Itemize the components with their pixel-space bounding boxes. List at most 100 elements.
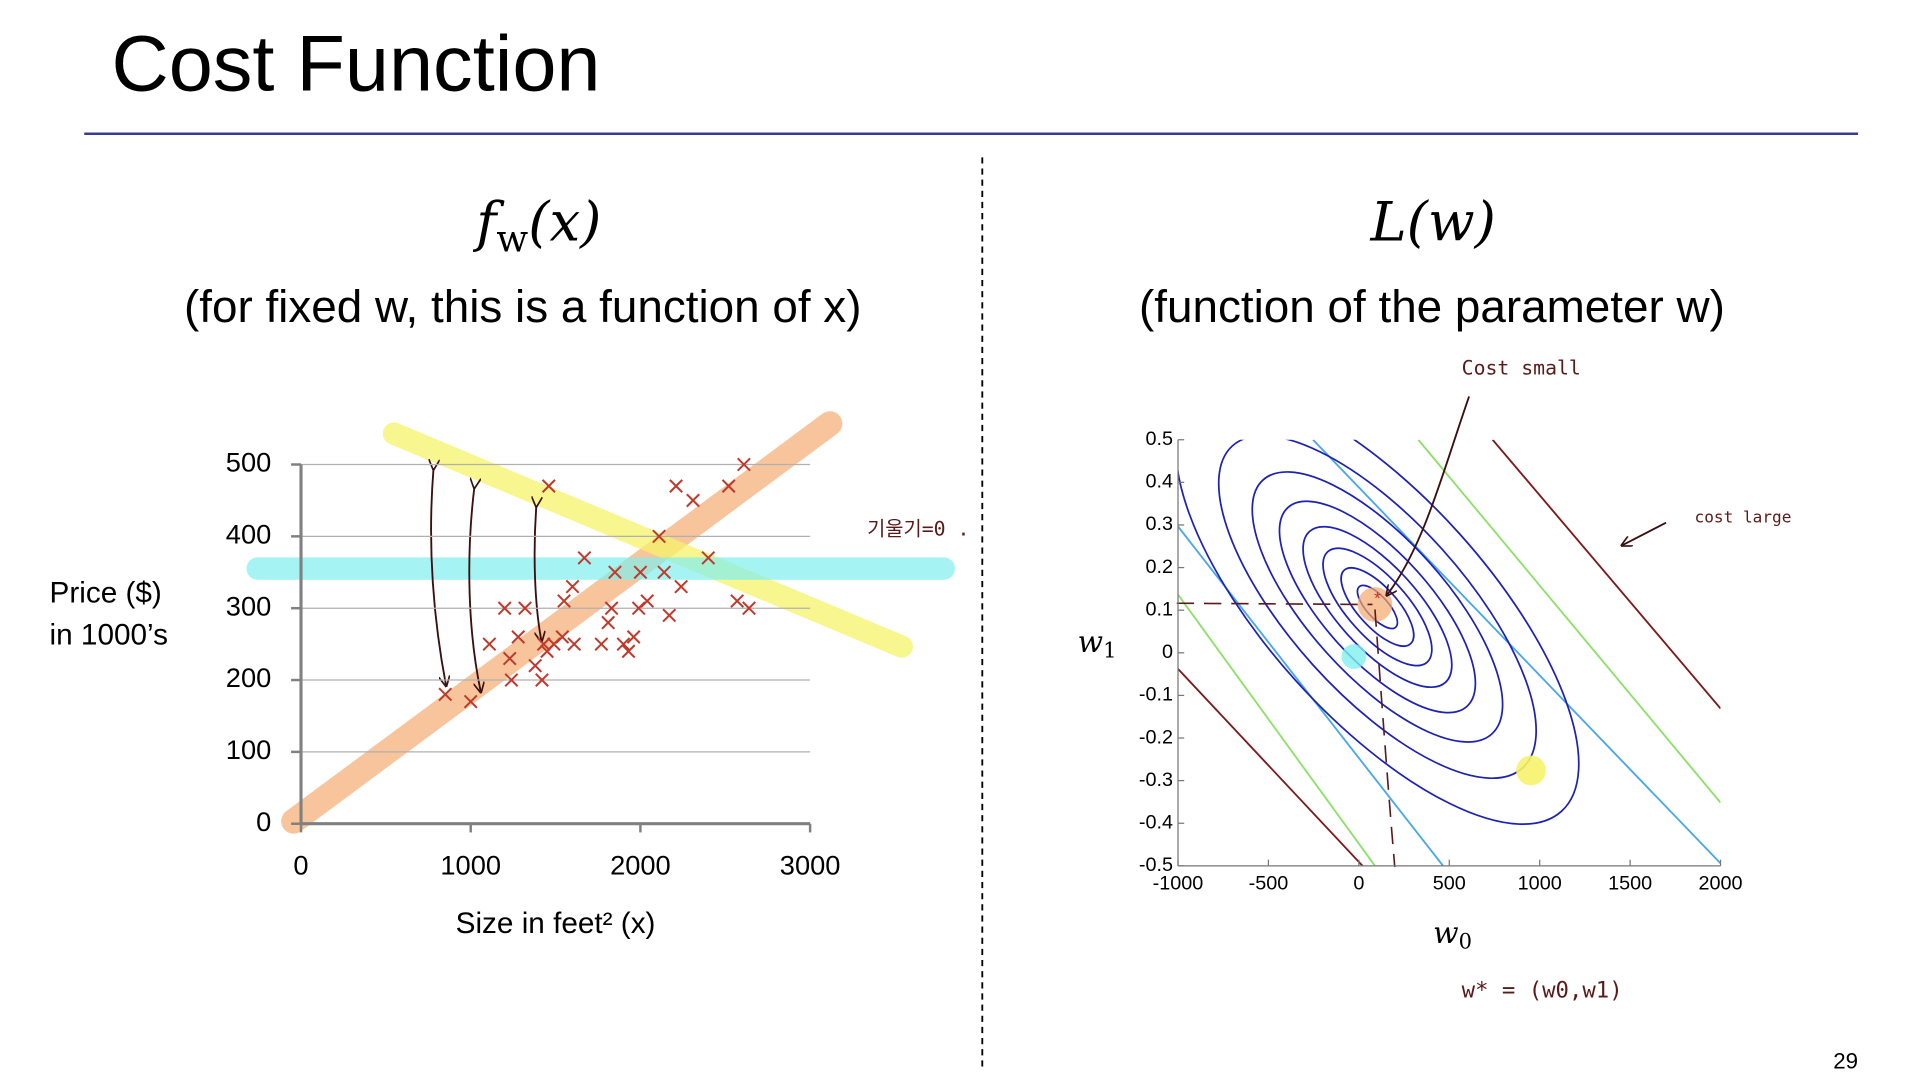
contour-ellipse <box>1322 547 1433 667</box>
data-point <box>652 529 666 544</box>
contour-line <box>1178 594 1376 866</box>
x-tick-label: 1000 <box>1518 873 1562 895</box>
x-tick-label: 1500 <box>1608 873 1652 895</box>
heading-sub: w <box>496 217 528 260</box>
left-subtitle: (for fixed w, this is a function of x) <box>184 281 862 332</box>
x-axis-label: Size in feet² (x) <box>456 907 656 940</box>
y-tick-label: 500 <box>226 447 271 478</box>
data-point <box>662 608 677 623</box>
data-point <box>535 673 549 687</box>
data-point <box>737 457 751 472</box>
right-heading: L(w) <box>1369 190 1495 254</box>
data-point <box>482 637 497 652</box>
contour-line <box>1178 668 1364 866</box>
optimum-note: w* = (w0,w1) <box>1462 977 1623 1003</box>
highlight-yellow <box>382 422 913 658</box>
x-tick-label: 3000 <box>780 849 841 880</box>
contour-ellipse <box>1302 525 1453 689</box>
data-point <box>604 601 619 616</box>
contour-line <box>1491 439 1721 710</box>
slope-note: 기울기=0 . <box>867 518 969 541</box>
x-axis-label: w0 <box>1433 916 1472 953</box>
x-tick-label: -500 <box>1249 873 1289 895</box>
data-point <box>657 565 672 580</box>
data-point <box>621 644 636 659</box>
residual-arrow <box>431 468 446 685</box>
highlight-orange <box>281 411 843 834</box>
y-tick-label: 400 <box>226 519 271 550</box>
page-number: 29 <box>1833 1049 1858 1074</box>
data-point <box>536 637 551 652</box>
data-point <box>438 687 453 702</box>
x-axis-label-part: w <box>1433 916 1458 951</box>
contour-ellipse <box>1178 439 1580 826</box>
data-point <box>557 594 571 608</box>
data-point <box>528 658 543 673</box>
data-point <box>511 630 526 644</box>
y-tick-label: 0 <box>1162 641 1173 663</box>
annotation: Cost small <box>1462 357 1581 380</box>
data-point <box>701 551 716 565</box>
data-point <box>601 615 616 630</box>
data-point <box>742 601 756 616</box>
x-tick-label: 1000 <box>440 849 501 880</box>
data-point <box>567 637 582 652</box>
x-axis-label-part: 0 <box>1459 928 1472 953</box>
contour-ellipse <box>1251 471 1504 743</box>
data-point <box>626 630 641 644</box>
data-point <box>518 601 532 616</box>
x-tick-label: 0 <box>1353 873 1364 895</box>
y-tick-label: 0 <box>256 806 271 837</box>
left-heading: fw(x) <box>472 190 601 260</box>
data-point <box>555 630 570 644</box>
y-tick-label: 0.4 <box>1146 471 1174 493</box>
x-tick-label: -1000 <box>1153 873 1204 895</box>
y-tick-label: -0.2 <box>1139 726 1173 748</box>
y-axis-label: in 1000’s <box>50 619 168 652</box>
data-point <box>463 694 478 709</box>
y-tick-label: -0.3 <box>1139 769 1173 791</box>
contour-line <box>1417 439 1721 804</box>
data-point <box>608 565 622 580</box>
data-point <box>721 479 736 493</box>
y-tick-label: 0.2 <box>1146 556 1174 578</box>
contour-plot <box>1178 439 1721 866</box>
y-tick-label: 0.5 <box>1146 428 1174 450</box>
data-point <box>541 479 556 493</box>
x-tick-label: 0 <box>293 849 308 880</box>
data-point <box>497 601 512 616</box>
data-point <box>565 579 580 594</box>
y-tick-label: 0.3 <box>1146 513 1174 535</box>
residual-arrow <box>468 487 480 691</box>
data-point <box>640 594 655 608</box>
data-point <box>594 637 609 652</box>
data-point <box>616 637 631 652</box>
annotation: cost large <box>1695 507 1792 526</box>
minimum-star: * <box>1374 588 1381 608</box>
y-tick-label: 0.1 <box>1146 598 1174 620</box>
contour-ellipse <box>1278 500 1477 714</box>
arrow <box>1623 521 1667 545</box>
dashed-guide <box>1176 602 1396 868</box>
x-tick-label: 2000 <box>1699 873 1743 895</box>
data-point <box>686 493 700 508</box>
arrow <box>1387 396 1470 594</box>
slide-title: Cost Function <box>111 18 600 107</box>
y-axis-label-part: 1 <box>1103 637 1116 662</box>
y-tick-label: 200 <box>226 662 271 693</box>
highlight-yellow <box>1516 755 1546 786</box>
y-tick-label: 100 <box>226 734 271 765</box>
residual-arrow <box>535 505 542 640</box>
y-axis-label: w1 <box>1078 625 1117 662</box>
y-tick-label: -0.4 <box>1139 811 1173 833</box>
heading-part: (x) <box>528 190 601 254</box>
data-point <box>633 565 648 580</box>
data-point <box>674 579 689 594</box>
y-tick-label: 300 <box>226 590 271 621</box>
x-tick-label: 2000 <box>610 849 671 880</box>
y-axis-label-part: w <box>1078 625 1103 660</box>
right-subtitle: (function of the parameter w) <box>1139 281 1725 332</box>
data-point <box>504 673 519 687</box>
highlight-cyan <box>1341 644 1367 669</box>
